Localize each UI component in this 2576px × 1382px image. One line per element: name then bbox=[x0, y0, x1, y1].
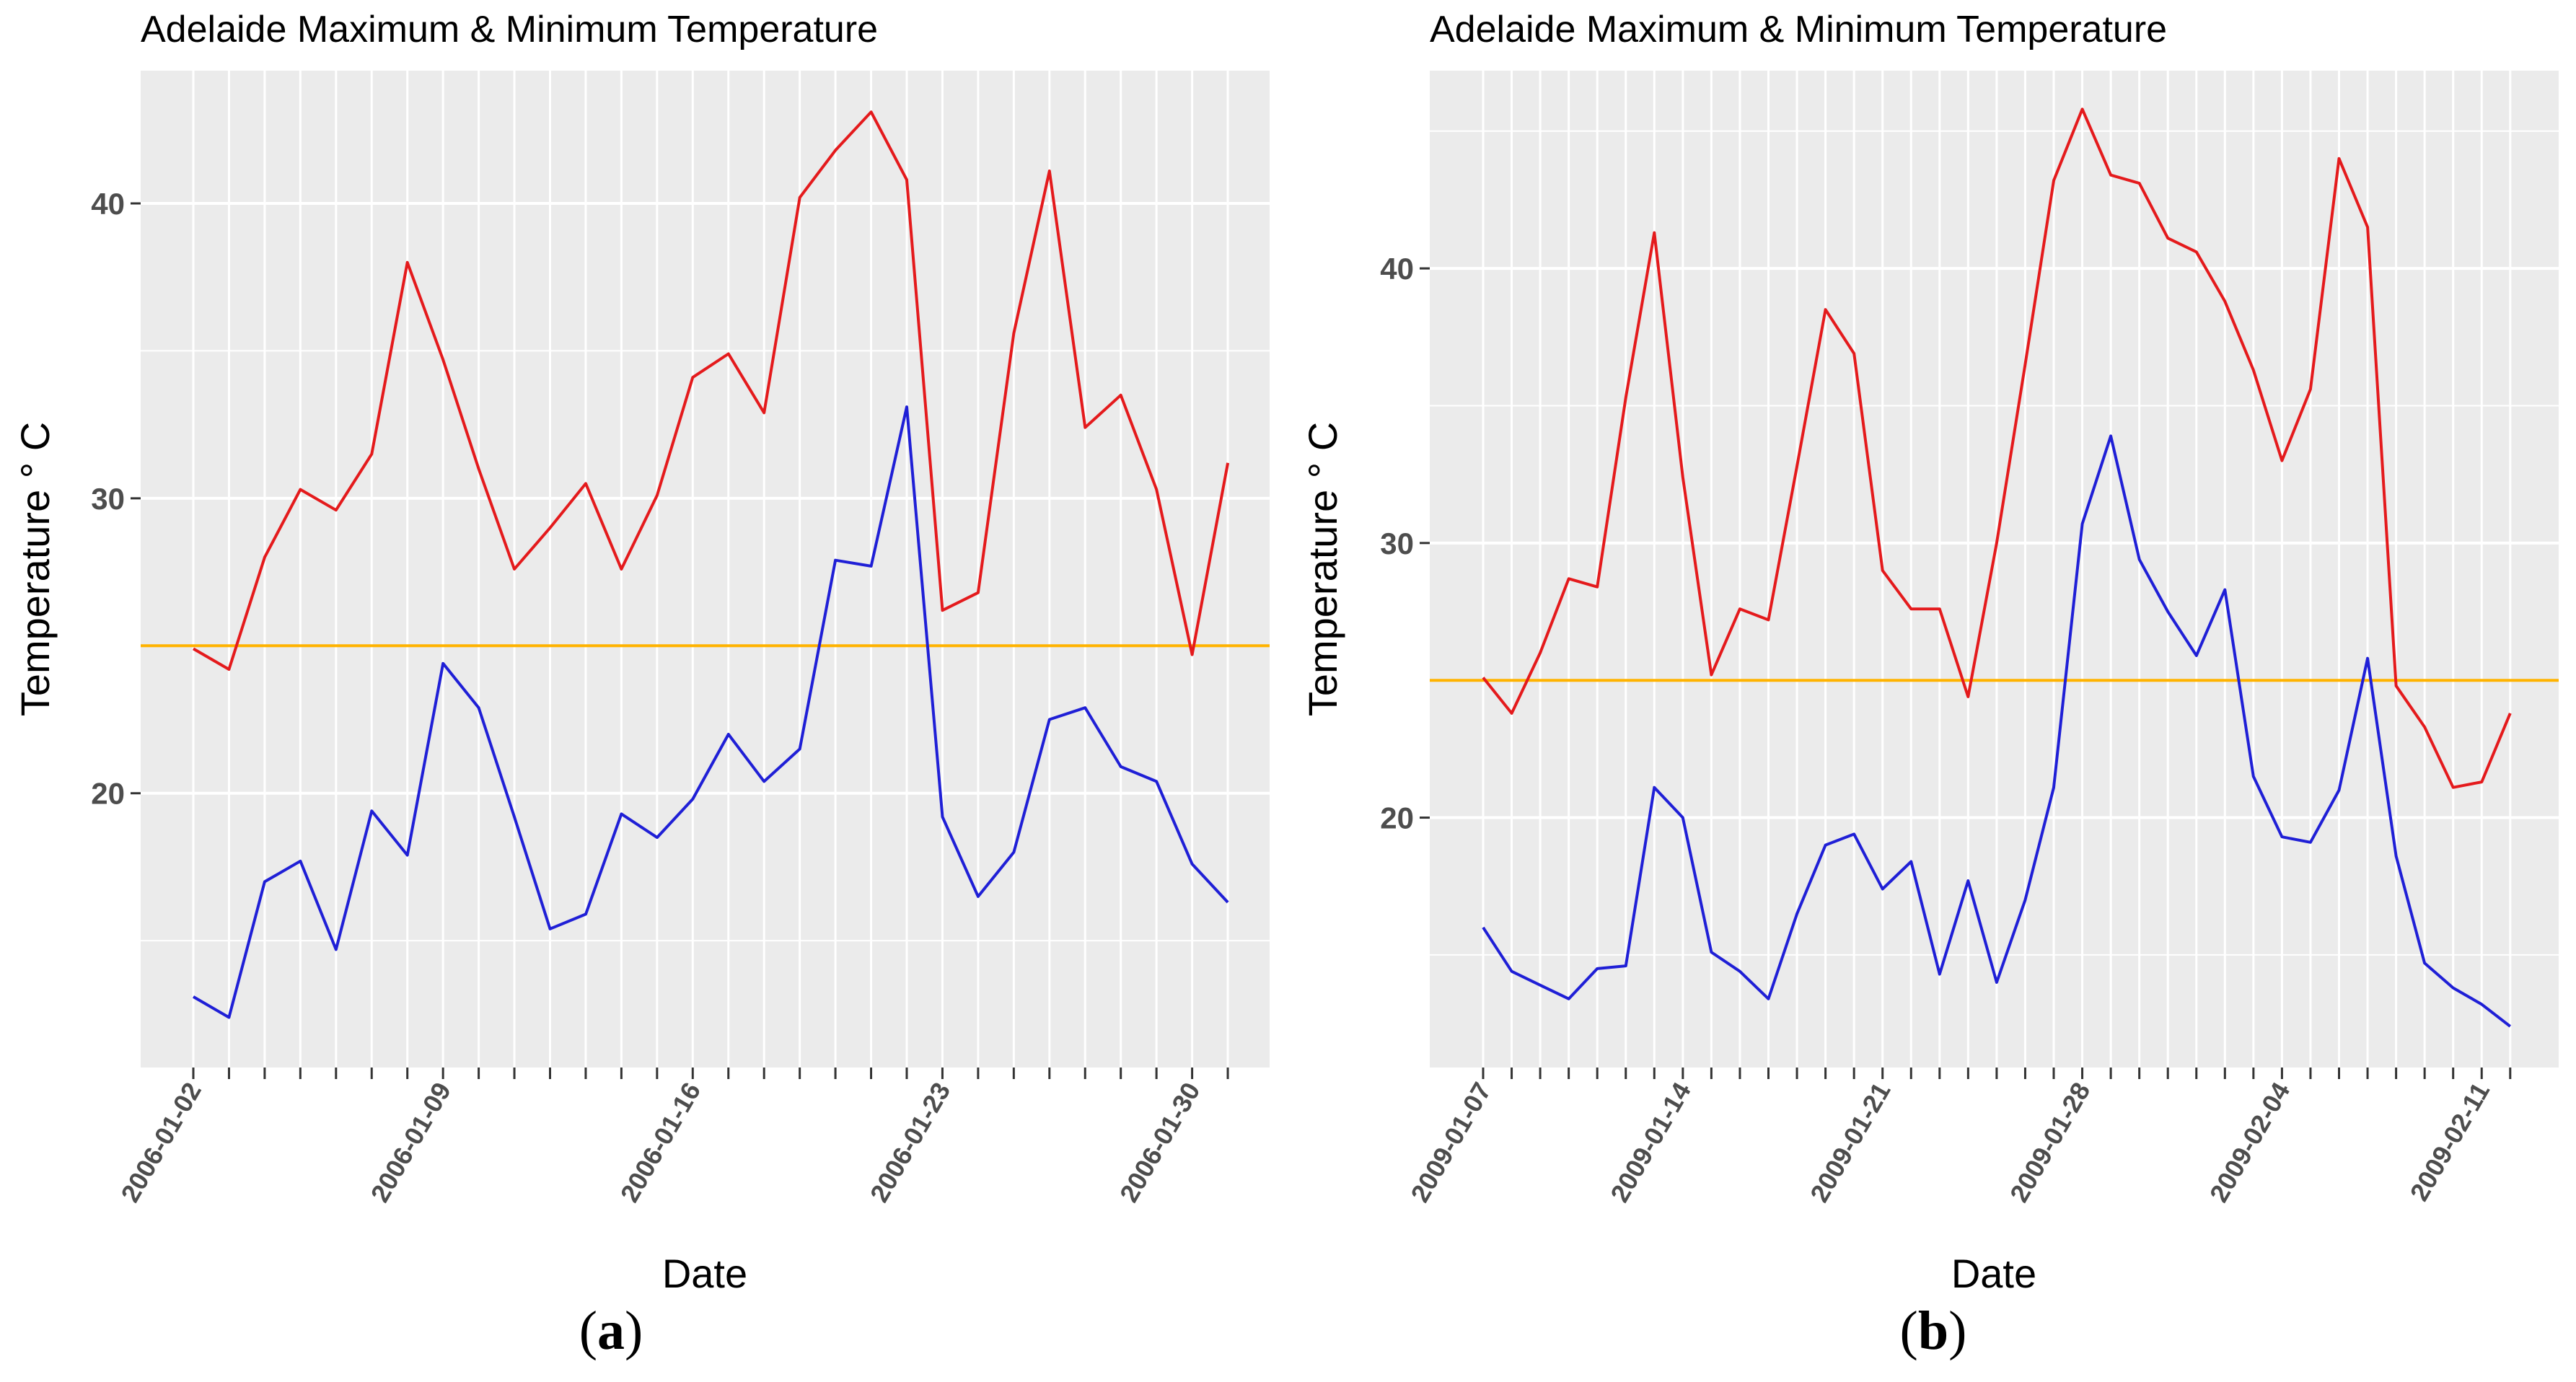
x-tick-label: 2006-01-16 bbox=[615, 1078, 707, 1207]
x-tick-label: 2009-01-14 bbox=[1604, 1078, 1697, 1207]
x-axis-label: Date bbox=[662, 1251, 747, 1296]
chart-title: Adelaide Maximum & Minimum Temperature bbox=[1430, 9, 2167, 50]
y-axis-ticks: 20 30 40 bbox=[1380, 252, 1430, 835]
x-tick-label: 2009-01-28 bbox=[2004, 1078, 2096, 1207]
series-line-maximum bbox=[1482, 107, 2512, 789]
y-tick-label: 20 bbox=[91, 777, 125, 811]
x-tick-label: 2006-01-30 bbox=[1114, 1078, 1206, 1207]
series-line-minimum bbox=[1482, 434, 2512, 1028]
grid-lines bbox=[1430, 71, 2559, 1068]
y-axis-label: Temperature ° C bbox=[1300, 422, 1345, 716]
plot-panel-background bbox=[1430, 71, 2559, 1068]
x-tick-label: 2006-01-23 bbox=[864, 1078, 957, 1207]
grid-lines bbox=[141, 71, 1270, 1068]
x-axis-ticks: 2009-01-07 2009-01-14 2009-01-21 2009-01-28… bbox=[1405, 1068, 2512, 1207]
series-line-minimum bbox=[192, 405, 1229, 1019]
y-tick-label: 40 bbox=[91, 187, 125, 221]
y-tick-label: 20 bbox=[1380, 801, 1414, 835]
y-axis-ticks: 20 30 40 bbox=[91, 187, 141, 811]
x-axis-label: Date bbox=[1951, 1251, 2036, 1296]
x-tick-label: 2009-02-11 bbox=[2404, 1078, 2496, 1206]
panel-caption-b: (b) bbox=[1900, 1300, 1967, 1361]
plot-panel-background bbox=[141, 71, 1270, 1068]
x-tick-label: 2006-01-02 bbox=[115, 1078, 207, 1207]
x-tick-label: 2009-01-21 bbox=[1804, 1078, 1896, 1207]
y-axis-label: Temperature ° C bbox=[12, 422, 58, 716]
x-tick-label: 2009-02-04 bbox=[2204, 1078, 2296, 1207]
series-line-maximum bbox=[192, 110, 1230, 671]
panel-caption-a: (a) bbox=[579, 1300, 643, 1361]
y-tick-label: 30 bbox=[1380, 527, 1414, 560]
caption-letter: b bbox=[1918, 1300, 1948, 1361]
x-tick-label: 2006-01-09 bbox=[364, 1078, 457, 1207]
x-tick-label: 2009-01-07 bbox=[1405, 1078, 1497, 1207]
y-tick-label: 40 bbox=[1380, 252, 1414, 286]
caption-letter: a bbox=[597, 1300, 625, 1361]
chart-panel-b: Adelaide Maximum & Minimum Temperature 2… bbox=[1300, 9, 2559, 1361]
chart-panel-a: Adelaide Maximum & Minimum Temperature 2… bbox=[12, 9, 1270, 1361]
x-axis-ticks: 2006-01-02 2006-01-09 2006-01-16 2006-01-23… bbox=[115, 1068, 1229, 1207]
y-tick-label: 30 bbox=[91, 482, 125, 516]
chart-title: Adelaide Maximum & Minimum Temperature bbox=[141, 9, 878, 50]
